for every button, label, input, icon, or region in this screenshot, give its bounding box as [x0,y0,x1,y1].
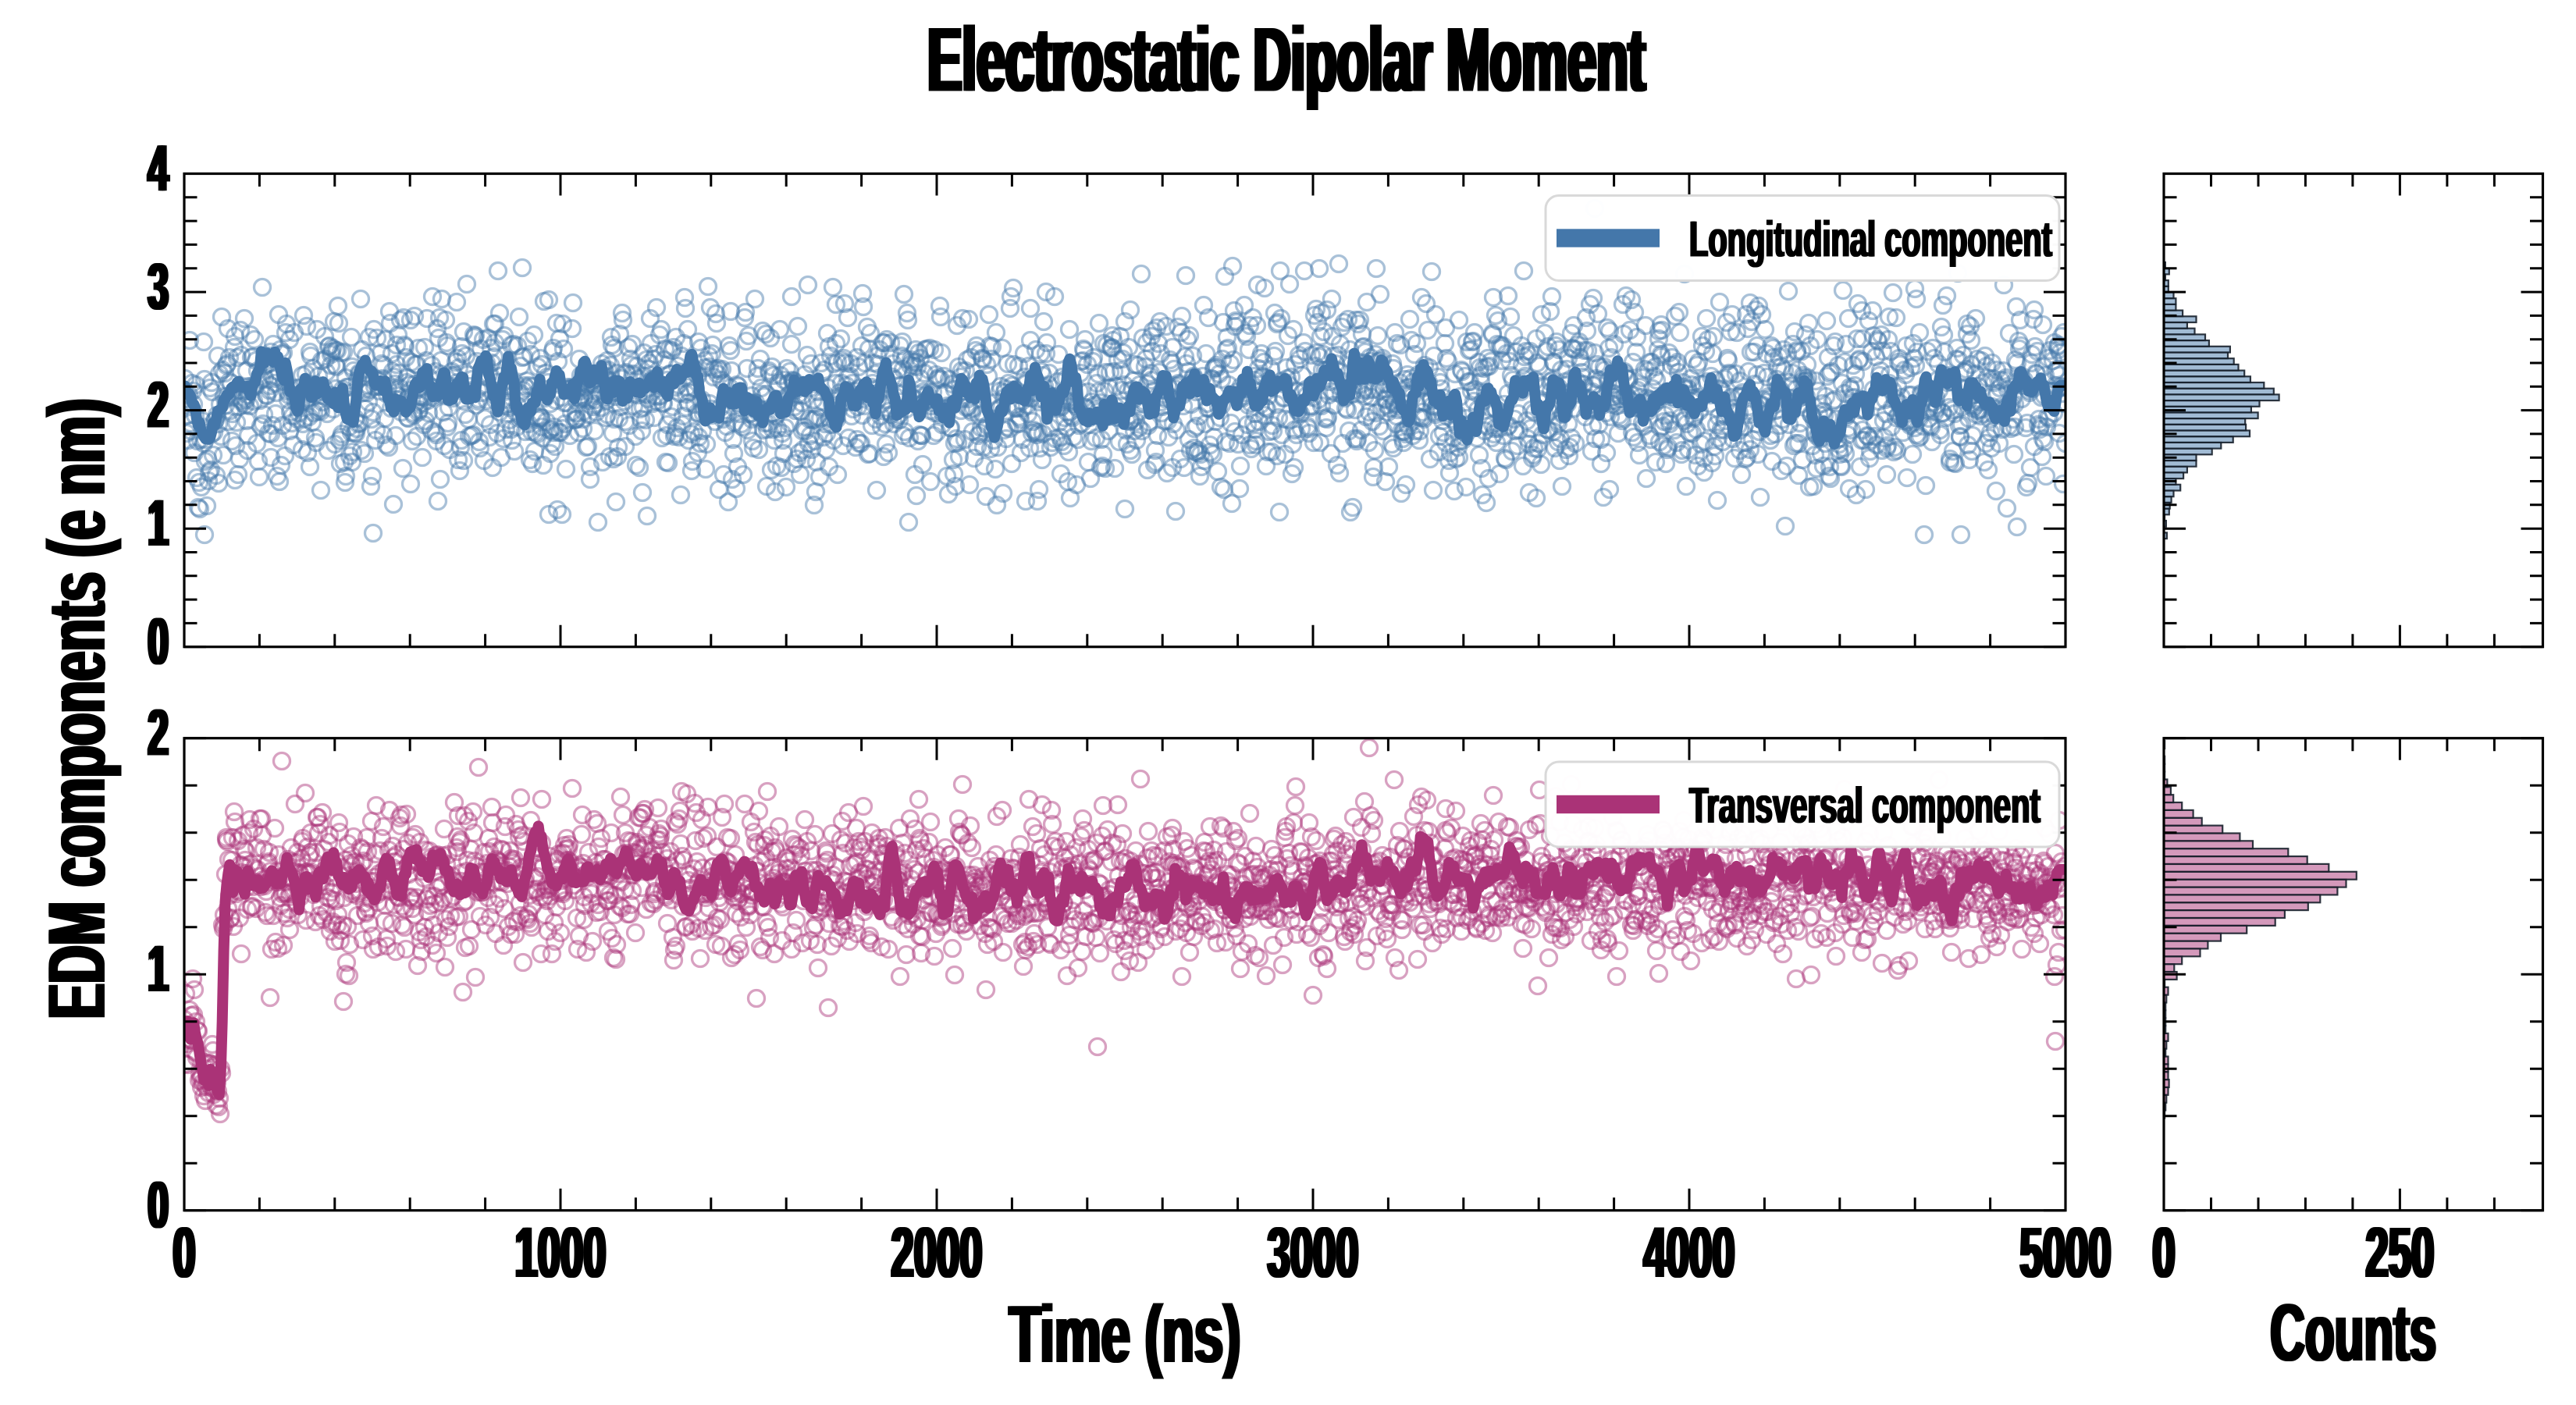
svg-text:4: 4 [146,133,167,205]
svg-text:0: 0 [148,1169,169,1242]
svg-text:1: 1 [148,487,169,560]
svg-text:Longitudinal component: Longitudinal component [1690,212,2053,268]
svg-text:1: 1 [150,487,171,560]
svg-text:Electrostatic Dipolar Moment: Electrostatic Dipolar Moment [927,9,1646,111]
svg-text:EDM components (e nm): EDM components (e nm) [31,397,122,1017]
svg-text:1000: 1000 [517,1212,608,1293]
svg-text:4000: 4000 [1644,1212,1735,1293]
svg-text:2000: 2000 [891,1212,983,1293]
svg-text:0: 0 [150,606,171,678]
svg-text:1: 1 [146,487,167,560]
svg-text:Counts: Counts [2272,1289,2438,1378]
svg-text:2000: 2000 [889,1212,980,1293]
svg-text:EDM components (e nm): EDM components (e nm) [31,400,122,1021]
svg-text:Time (ns): Time (ns) [1011,1289,1243,1379]
svg-text:0: 0 [146,1169,167,1242]
svg-text:1: 1 [150,933,171,1005]
svg-text:0: 0 [171,1212,194,1293]
svg-text:3000: 3000 [1268,1212,1359,1293]
svg-text:0: 0 [173,1212,195,1293]
svg-text:Time (ns): Time (ns) [1007,1289,1239,1379]
svg-text:Longitudinal component: Longitudinal component [1688,212,2051,268]
svg-text:0: 0 [175,1212,197,1293]
svg-text:Electrostatic Dipolar Moment: Electrostatic Dipolar Moment [930,9,1648,111]
svg-text:2: 2 [148,369,169,442]
svg-text:4: 4 [150,133,171,205]
svg-text:Counts: Counts [2268,1289,2435,1378]
svg-text:1: 1 [146,933,167,1005]
svg-text:250: 250 [2366,1212,2435,1293]
svg-text:5000: 5000 [2018,1212,2109,1293]
svg-text:2: 2 [148,697,169,770]
svg-text:Longitudinal component: Longitudinal component [1689,212,2052,268]
svg-text:2: 2 [146,697,167,770]
svg-text:3: 3 [146,251,167,323]
svg-text:3: 3 [150,251,171,323]
svg-text:3000: 3000 [1265,1212,1357,1293]
svg-text:2: 2 [150,369,171,442]
svg-text:0: 0 [2151,1212,2173,1293]
svg-text:4: 4 [148,133,169,205]
svg-text:2: 2 [146,369,167,442]
svg-text:0: 0 [2154,1212,2177,1293]
svg-text:EDM components (e nm): EDM components (e nm) [31,399,122,1019]
svg-text:Counts: Counts [2270,1289,2436,1378]
svg-text:3000: 3000 [1269,1212,1361,1293]
svg-text:Time (ns): Time (ns) [1009,1289,1241,1379]
svg-text:Transversal component: Transversal component [1690,777,2041,834]
svg-text:4000: 4000 [1646,1212,1737,1293]
svg-text:1000: 1000 [513,1212,604,1293]
svg-text:1: 1 [148,933,169,1005]
svg-text:5000: 5000 [2022,1212,2113,1293]
svg-text:Transversal component: Transversal component [1689,777,2041,834]
svg-text:4000: 4000 [1642,1212,1733,1293]
svg-text:250: 250 [2368,1212,2436,1293]
svg-text:0: 0 [148,606,169,678]
svg-text:Electrostatic Dipolar Moment: Electrostatic Dipolar Moment [925,9,1643,111]
svg-text:3: 3 [148,251,169,323]
svg-text:0: 0 [2152,1212,2175,1293]
svg-text:1000: 1000 [515,1212,607,1293]
svg-text:2: 2 [150,697,171,770]
svg-text:Transversal component: Transversal component [1688,777,2040,834]
svg-text:0: 0 [146,606,167,678]
svg-text:2000: 2000 [893,1212,984,1293]
svg-text:5000: 5000 [2020,1212,2112,1293]
svg-text:0: 0 [150,1169,171,1242]
svg-text:250: 250 [2364,1212,2432,1293]
